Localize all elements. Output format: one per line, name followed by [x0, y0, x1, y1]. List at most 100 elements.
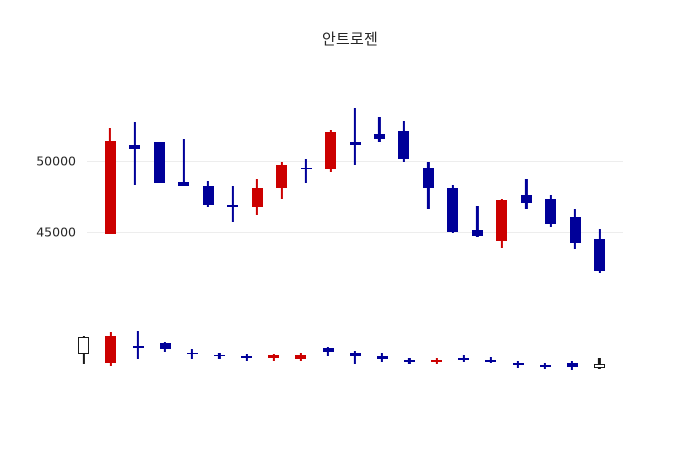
candle-body — [512, 363, 524, 366]
candlestick — [300, 97, 312, 274]
candlestick — [251, 97, 263, 274]
candlestick — [132, 326, 144, 374]
candle-body — [539, 365, 551, 368]
candlestick — [594, 97, 606, 274]
gridline-horizontal — [87, 231, 623, 233]
candle-body — [129, 145, 141, 150]
candle-body — [593, 364, 605, 368]
candlestick — [227, 97, 239, 274]
candlestick — [349, 326, 361, 374]
candle-body — [594, 238, 606, 272]
candle-wick — [378, 116, 381, 143]
candle-body — [485, 360, 497, 362]
candle-body — [471, 230, 483, 236]
x-axis-labels — [0, 0, 700, 40]
candle-body — [349, 142, 361, 146]
candle-body — [373, 133, 385, 140]
candlestick — [78, 326, 90, 374]
candle-wick — [182, 139, 185, 187]
candle-body — [202, 186, 214, 205]
candlestick — [422, 97, 434, 274]
candle-body — [213, 354, 225, 357]
candlestick — [325, 97, 337, 274]
secondary-panel — [62, 326, 632, 374]
candlestick — [512, 326, 524, 374]
candlestick — [202, 97, 214, 274]
candle-body — [295, 354, 307, 360]
candlestick — [471, 97, 483, 274]
candle-body — [159, 343, 171, 350]
y-axis-tick-label: 45000 — [36, 224, 76, 240]
price-panel — [87, 97, 623, 274]
candlestick — [349, 97, 361, 274]
candlestick — [241, 326, 253, 374]
candle-body — [398, 130, 410, 160]
candle-body — [153, 142, 165, 184]
candlestick — [322, 326, 334, 374]
candle-wick — [525, 179, 528, 209]
candle-body — [496, 200, 508, 242]
candle-body — [241, 355, 253, 358]
candlestick — [566, 326, 578, 374]
candle-wick — [231, 186, 234, 222]
candlestick — [104, 97, 116, 274]
candle-body — [105, 335, 117, 364]
candle-body — [376, 355, 388, 360]
candlestick — [458, 326, 470, 374]
candle-body — [545, 198, 557, 225]
candle-body — [325, 132, 337, 170]
candle-body — [431, 360, 443, 362]
candlestick — [569, 97, 581, 274]
candle-body — [268, 354, 280, 358]
candlestick — [447, 97, 459, 274]
candle-body — [569, 217, 581, 243]
candle-wick — [598, 358, 601, 369]
candlestick — [213, 326, 225, 374]
y-axis-tick-label: 50000 — [36, 153, 76, 169]
candle-body — [78, 336, 90, 354]
candle-wick — [353, 108, 357, 165]
candle-wick — [489, 356, 492, 364]
candle-body — [132, 346, 144, 348]
candle-body — [349, 352, 361, 356]
candlestick — [398, 97, 410, 274]
candle-body — [186, 352, 198, 355]
candle-body — [300, 167, 312, 170]
candlestick — [545, 97, 557, 274]
candlestick — [485, 326, 497, 374]
candle-body — [178, 181, 190, 187]
candlestick — [153, 97, 165, 274]
candle-body — [422, 167, 434, 188]
candlestick — [539, 326, 551, 374]
candlestick — [295, 326, 307, 374]
candlestick — [105, 326, 117, 374]
candlestick — [376, 326, 388, 374]
candlestick — [496, 97, 508, 274]
candle-wick — [136, 331, 140, 360]
candle-body — [251, 187, 263, 208]
candle-wick — [304, 159, 308, 184]
candle-wick — [191, 349, 194, 360]
candlestick — [268, 326, 280, 374]
candle-wick — [133, 122, 136, 185]
candle-body — [276, 164, 288, 188]
candle-body — [520, 194, 532, 204]
candlestick — [431, 326, 443, 374]
candlestick — [593, 326, 605, 374]
candlestick — [159, 326, 171, 374]
candle-body — [403, 360, 415, 363]
candlestick — [403, 326, 415, 374]
candle-body — [322, 348, 334, 352]
candle-body — [566, 363, 578, 367]
candlestick — [178, 97, 190, 274]
candle-body — [447, 187, 459, 232]
candlestick — [520, 97, 532, 274]
candle-body — [104, 140, 116, 235]
candlestick — [186, 326, 198, 374]
candlestick — [129, 97, 141, 274]
candle-wick — [476, 206, 479, 238]
page-title: 안트로젠 — [321, 30, 378, 48]
candlestick — [373, 97, 385, 274]
candlestick — [276, 97, 288, 274]
